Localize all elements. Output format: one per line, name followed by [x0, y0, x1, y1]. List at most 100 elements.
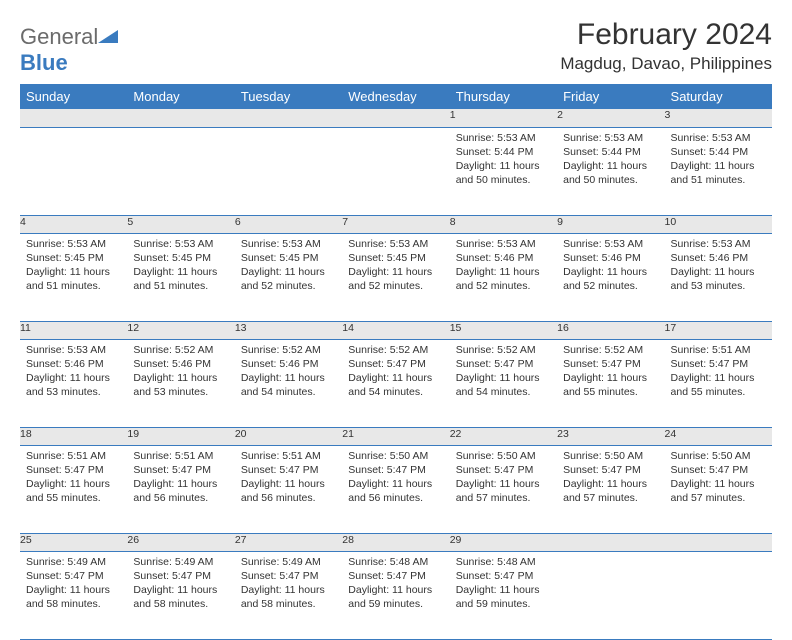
- title-block: February 2024 Magdug, Davao, Philippines: [560, 18, 772, 74]
- day-cell: Sunrise: 5:49 AMSunset: 5:47 PMDaylight:…: [235, 551, 342, 639]
- day-number-cell: 25: [20, 533, 127, 551]
- daylight-text: and 58 minutes.: [133, 597, 228, 611]
- day-cell: Sunrise: 5:53 AMSunset: 5:46 PMDaylight:…: [665, 233, 772, 321]
- sunrise-text: Sunrise: 5:52 AM: [133, 343, 228, 357]
- daylight-text: and 54 minutes.: [348, 385, 443, 399]
- day-number-cell: 19: [127, 427, 234, 445]
- day-number-cell: 10: [665, 215, 772, 233]
- sunrise-text: Sunrise: 5:51 AM: [133, 449, 228, 463]
- daylight-text: Daylight: 11 hours: [563, 371, 658, 385]
- sunset-text: Sunset: 5:46 PM: [456, 251, 551, 265]
- day-content: Sunrise: 5:53 AMSunset: 5:45 PMDaylight:…: [127, 234, 234, 298]
- day-cell: Sunrise: 5:53 AMSunset: 5:46 PMDaylight:…: [557, 233, 664, 321]
- day-cell: Sunrise: 5:50 AMSunset: 5:47 PMDaylight:…: [557, 445, 664, 533]
- daylight-text: Daylight: 11 hours: [563, 159, 658, 173]
- day-cell: Sunrise: 5:51 AMSunset: 5:47 PMDaylight:…: [665, 339, 772, 427]
- daylight-text: and 52 minutes.: [348, 279, 443, 293]
- sunset-text: Sunset: 5:45 PM: [133, 251, 228, 265]
- day-cell: Sunrise: 5:52 AMSunset: 5:46 PMDaylight:…: [127, 339, 234, 427]
- sunset-text: Sunset: 5:47 PM: [241, 569, 336, 583]
- day-content: Sunrise: 5:51 AMSunset: 5:47 PMDaylight:…: [235, 446, 342, 510]
- day-number-cell: [127, 109, 234, 127]
- calendar-body: 123Sunrise: 5:53 AMSunset: 5:44 PMDaylig…: [20, 109, 772, 639]
- day-number-cell: [342, 109, 449, 127]
- sunrise-text: Sunrise: 5:52 AM: [456, 343, 551, 357]
- daylight-text: and 52 minutes.: [456, 279, 551, 293]
- sunset-text: Sunset: 5:46 PM: [241, 357, 336, 371]
- day-content: Sunrise: 5:53 AMSunset: 5:45 PMDaylight:…: [342, 234, 449, 298]
- day-cell: [20, 127, 127, 215]
- daylight-text: Daylight: 11 hours: [456, 265, 551, 279]
- day-content: Sunrise: 5:53 AMSunset: 5:46 PMDaylight:…: [20, 340, 127, 404]
- sunrise-text: Sunrise: 5:52 AM: [348, 343, 443, 357]
- daylight-text: Daylight: 11 hours: [671, 371, 766, 385]
- day-number-cell: 24: [665, 427, 772, 445]
- daylight-text: and 54 minutes.: [241, 385, 336, 399]
- sunset-text: Sunset: 5:46 PM: [133, 357, 228, 371]
- daylight-text: Daylight: 11 hours: [26, 583, 121, 597]
- daylight-text: and 56 minutes.: [348, 491, 443, 505]
- day-content: Sunrise: 5:52 AMSunset: 5:47 PMDaylight:…: [450, 340, 557, 404]
- day-number-cell: 28: [342, 533, 449, 551]
- daylight-text: Daylight: 11 hours: [671, 159, 766, 173]
- day-cell: Sunrise: 5:49 AMSunset: 5:47 PMDaylight:…: [127, 551, 234, 639]
- day-number-cell: 14: [342, 321, 449, 339]
- day-content: Sunrise: 5:48 AMSunset: 5:47 PMDaylight:…: [450, 552, 557, 616]
- day-content: Sunrise: 5:53 AMSunset: 5:45 PMDaylight:…: [20, 234, 127, 298]
- sunrise-text: Sunrise: 5:53 AM: [671, 237, 766, 251]
- daylight-text: and 55 minutes.: [671, 385, 766, 399]
- logo-word2: Blue: [20, 50, 68, 75]
- day-number-cell: 2: [557, 109, 664, 127]
- day-number-cell: [235, 109, 342, 127]
- daylight-text: and 52 minutes.: [241, 279, 336, 293]
- sunset-text: Sunset: 5:47 PM: [563, 463, 658, 477]
- daylight-text: Daylight: 11 hours: [456, 159, 551, 173]
- day-cell: Sunrise: 5:53 AMSunset: 5:46 PMDaylight:…: [450, 233, 557, 321]
- sunset-text: Sunset: 5:47 PM: [348, 569, 443, 583]
- day-number-cell: 9: [557, 215, 664, 233]
- sunset-text: Sunset: 5:45 PM: [26, 251, 121, 265]
- sunrise-text: Sunrise: 5:53 AM: [671, 131, 766, 145]
- sunrise-text: Sunrise: 5:53 AM: [241, 237, 336, 251]
- day-content: Sunrise: 5:50 AMSunset: 5:47 PMDaylight:…: [665, 446, 772, 510]
- day-content-row: Sunrise: 5:53 AM Sunset: 5:45 PM Daylight:…: [20, 233, 772, 321]
- daylight-text: and 55 minutes.: [563, 385, 658, 399]
- day-cell: Sunrise: 5:51 AMSunset: 5:47 PMDaylight:…: [20, 445, 127, 533]
- day-number-cell: 13: [235, 321, 342, 339]
- daylight-text: Daylight: 11 hours: [456, 583, 551, 597]
- daylight-text: Daylight: 11 hours: [456, 477, 551, 491]
- sunrise-text: Sunrise: 5:50 AM: [348, 449, 443, 463]
- month-title: February 2024: [560, 18, 772, 52]
- day-number-cell: 12: [127, 321, 234, 339]
- daylight-text: Daylight: 11 hours: [348, 583, 443, 597]
- day-number-cell: 3: [665, 109, 772, 127]
- day-content-row: Sunrise: 5:51 AM Sunset: 5:47 PM Daylight:…: [20, 445, 772, 533]
- weekday-tuesday: Tuesday: [235, 84, 342, 109]
- day-content: Sunrise: 5:53 AMSunset: 5:46 PMDaylight:…: [665, 234, 772, 298]
- daylight-text: Daylight: 11 hours: [133, 477, 228, 491]
- day-number-cell: 17: [665, 321, 772, 339]
- daylight-text: Daylight: 11 hours: [456, 371, 551, 385]
- daylight-text: and 50 minutes.: [456, 173, 551, 187]
- day-cell: Sunrise: 5:53 AMSunset: 5:44 PMDaylight:…: [665, 127, 772, 215]
- day-number-cell: [665, 533, 772, 551]
- daylight-text: Daylight: 11 hours: [133, 583, 228, 597]
- daylight-text: Daylight: 11 hours: [671, 477, 766, 491]
- daylight-text: and 52 minutes.: [563, 279, 658, 293]
- day-cell: Sunrise: 5:48 AMSunset: 5:47 PMDaylight:…: [342, 551, 449, 639]
- daylight-text: and 53 minutes.: [671, 279, 766, 293]
- daynum-row: 123: [20, 109, 772, 127]
- daylight-text: Daylight: 11 hours: [241, 371, 336, 385]
- daylight-text: and 51 minutes.: [133, 279, 228, 293]
- daylight-text: and 59 minutes.: [348, 597, 443, 611]
- daylight-text: and 55 minutes.: [26, 491, 121, 505]
- daylight-text: Daylight: 11 hours: [348, 371, 443, 385]
- day-content: Sunrise: 5:52 AMSunset: 5:46 PMDaylight:…: [235, 340, 342, 404]
- sunrise-text: Sunrise: 5:49 AM: [241, 555, 336, 569]
- day-cell: Sunrise: 5:51 AMSunset: 5:47 PMDaylight:…: [235, 445, 342, 533]
- day-content: Sunrise: 5:49 AMSunset: 5:47 PMDaylight:…: [235, 552, 342, 616]
- daylight-text: and 50 minutes.: [563, 173, 658, 187]
- sunrise-text: Sunrise: 5:53 AM: [456, 237, 551, 251]
- day-cell: Sunrise: 5:53 AMSunset: 5:46 PMDaylight:…: [20, 339, 127, 427]
- day-cell: Sunrise: 5:52 AMSunset: 5:46 PMDaylight:…: [235, 339, 342, 427]
